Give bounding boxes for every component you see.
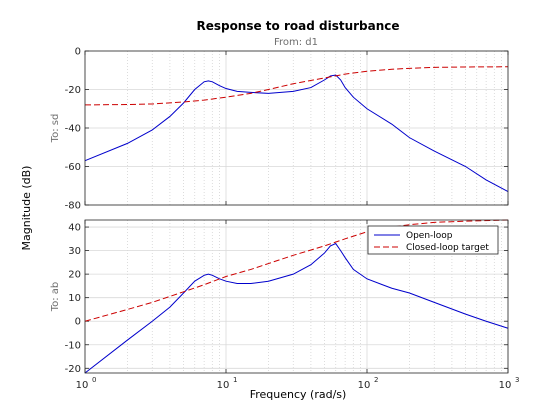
y-tick-label: 20 xyxy=(68,270,81,281)
legend-box xyxy=(367,225,499,255)
series-line-closed-loop-target xyxy=(84,219,509,322)
x-tick-label: 10 xyxy=(499,380,512,391)
y-tick-label: -40 xyxy=(65,124,81,135)
subplot-ylabel: To: ab xyxy=(50,282,61,313)
y-tick-label: 30 xyxy=(68,246,81,257)
chart-title: Response to road disturbance xyxy=(196,19,399,33)
x-tick-exponent: 0 xyxy=(92,376,96,384)
axes-box xyxy=(84,219,509,374)
y-axis-label: Magnitude (dB) xyxy=(20,166,33,251)
subplot-1: 0 -20 -40 -60 -80 To: sd xyxy=(50,47,509,212)
legend-entry: Closed-loop target xyxy=(406,243,489,253)
legend-entry: Open-loop xyxy=(406,231,453,241)
y-tick-label: -20 xyxy=(65,364,81,375)
y-tick-label: 10 xyxy=(68,293,81,304)
axes-box xyxy=(84,50,509,206)
chart-subtitle: From: d1 xyxy=(274,37,318,48)
x-tick-label: 10 xyxy=(217,380,230,391)
y-tick-label: -10 xyxy=(65,340,81,351)
legend: Open-loop Closed-loop target xyxy=(367,225,499,255)
y-tick-label: -80 xyxy=(65,201,81,212)
y-tick-label: -60 xyxy=(65,162,81,173)
subplot-ylabel: To: sd xyxy=(50,114,61,144)
x-axis-label: Frequency (rad/s) xyxy=(250,388,347,401)
x-tick-exponent: 1 xyxy=(233,376,237,384)
subplot-2: 40 30 20 10 0 -10 -20 To: ab xyxy=(50,219,509,375)
y-tick-label: 0 xyxy=(75,317,81,328)
series-line-open-loop xyxy=(84,74,509,192)
x-tick-exponent: 3 xyxy=(515,376,519,384)
x-tick-label: 10 xyxy=(358,380,371,391)
y-tick-label: -20 xyxy=(65,85,81,96)
x-tick-label: 10 xyxy=(76,380,89,391)
y-tick-label: 0 xyxy=(75,47,81,58)
series-line-open-loop xyxy=(84,242,509,374)
y-tick-label: 40 xyxy=(68,223,81,234)
x-tick-exponent: 2 xyxy=(374,376,378,384)
series-line-closed-loop-target xyxy=(84,66,509,106)
